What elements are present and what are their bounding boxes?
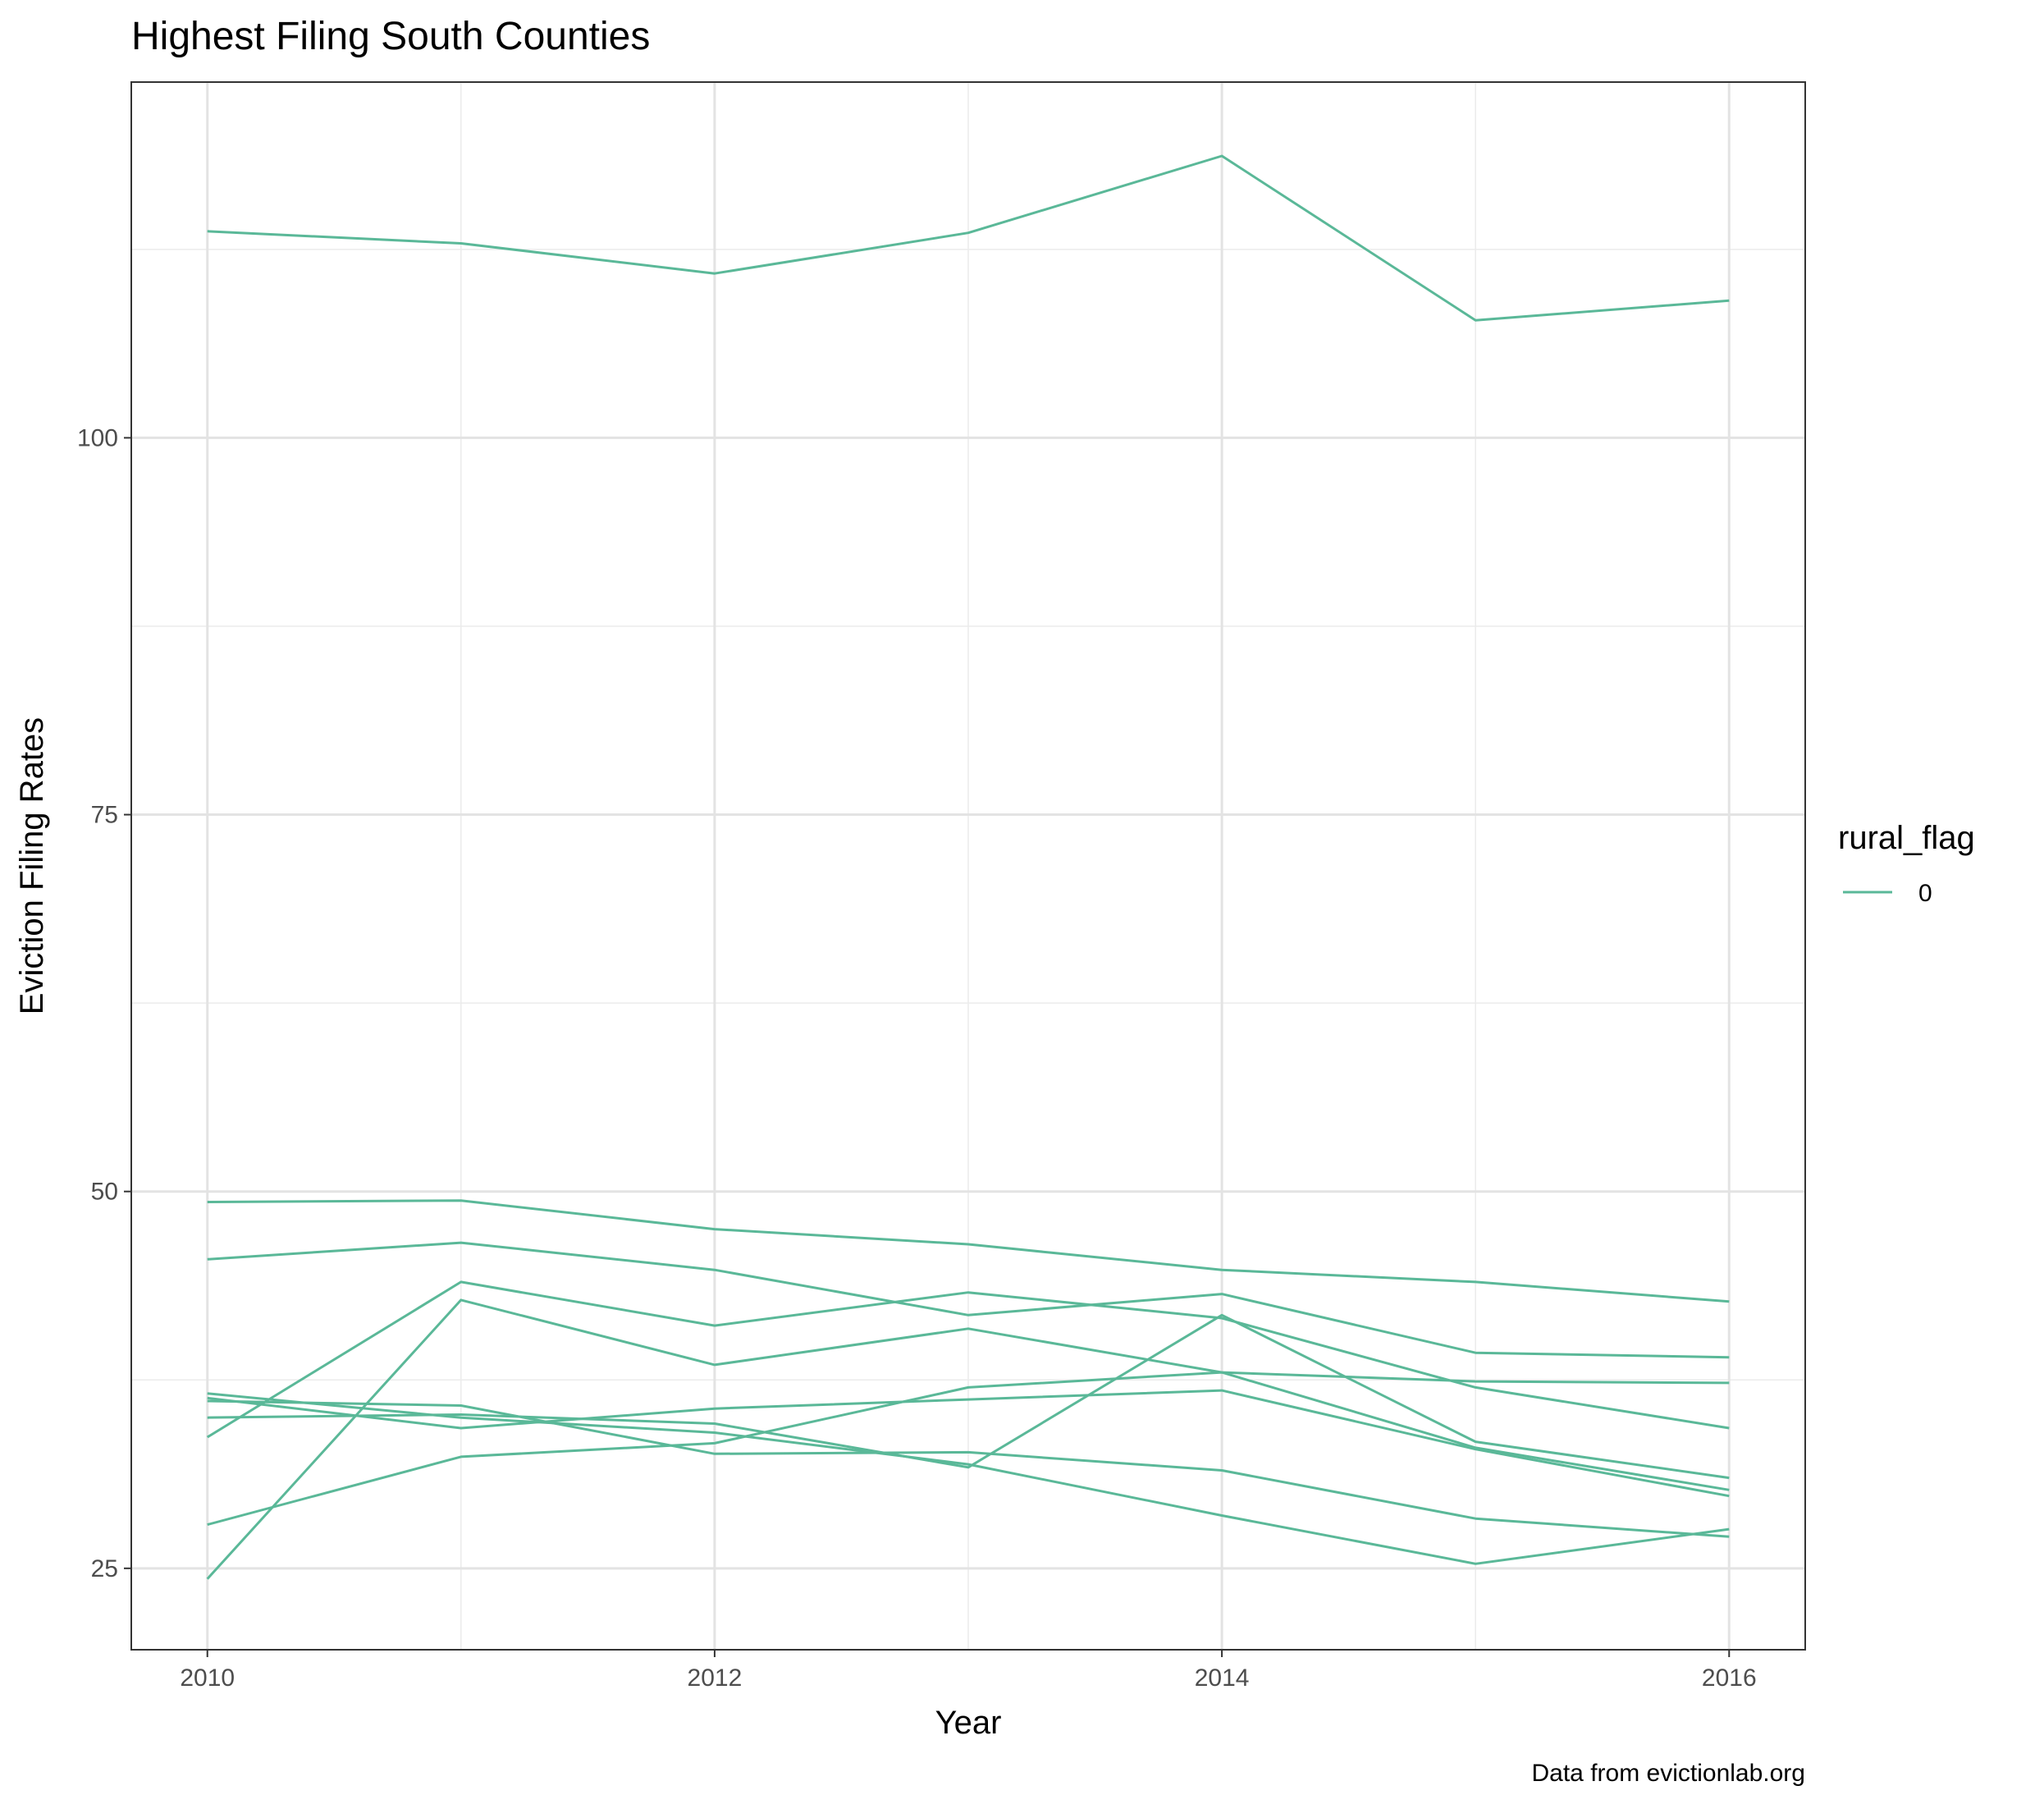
- series-line-6: [207, 1389, 1730, 1498]
- x-axis-title: Year: [935, 1705, 1002, 1741]
- y-tick-label: 25: [91, 1555, 118, 1582]
- x-tick-label: 2016: [1702, 1664, 1757, 1692]
- y-tick-label: 75: [91, 802, 118, 829]
- y-axis-title: Eviction Filing Rates: [14, 717, 50, 1014]
- series-line-2: [207, 1199, 1730, 1303]
- y-tick-label: 50: [91, 1179, 118, 1206]
- series-line-9: [207, 1371, 1730, 1527]
- x-tick-label: 2010: [180, 1664, 235, 1692]
- series-line-10: [207, 1392, 1730, 1565]
- series-line-4: [206, 1280, 1730, 1439]
- axis-ticks: 25 50 75 100 2010 2012 2014 2016: [77, 424, 1757, 1692]
- y-tick-label: 100: [77, 424, 118, 451]
- plot-border: [130, 81, 1806, 1651]
- x-tick-label: 2014: [1195, 1664, 1250, 1692]
- legend-title: rural_flag: [1838, 820, 1975, 856]
- series-line-7: [207, 1399, 1730, 1538]
- series-line-8: [207, 1313, 1730, 1480]
- series-line-3: [207, 1241, 1730, 1359]
- series-lines: [206, 154, 1730, 1580]
- x-tick-label: 2012: [688, 1664, 743, 1692]
- caption: Data from evictionlab.org: [1532, 1760, 1806, 1787]
- grid: [131, 82, 1805, 1650]
- legend-label: 0: [1918, 880, 1932, 907]
- legend: rural_flag 0: [1838, 820, 1975, 907]
- chart-title: Highest Filing South Counties: [131, 15, 650, 58]
- series-line-1: [207, 154, 1730, 322]
- series-line-5: [206, 1298, 1730, 1580]
